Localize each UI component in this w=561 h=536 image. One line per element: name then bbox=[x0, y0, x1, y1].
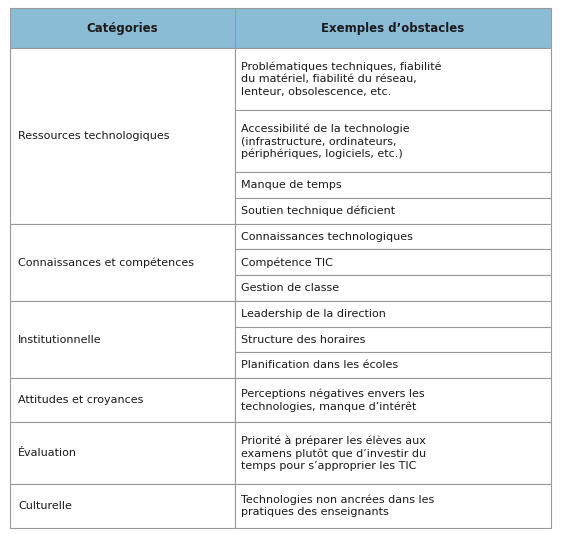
Bar bbox=[10, 224, 234, 301]
Bar bbox=[10, 484, 234, 528]
Bar bbox=[234, 326, 551, 352]
Text: Évaluation: Évaluation bbox=[18, 448, 77, 458]
Text: Soutien technique déficient: Soutien technique déficient bbox=[241, 206, 394, 216]
Text: Culturelle: Culturelle bbox=[18, 501, 72, 511]
Bar bbox=[10, 8, 234, 48]
Bar bbox=[234, 198, 551, 224]
Text: Structure des horaires: Structure des horaires bbox=[241, 334, 365, 345]
Text: Technologies non ancrées dans les
pratiques des enseignants: Technologies non ancrées dans les pratiq… bbox=[241, 495, 434, 517]
Bar bbox=[10, 422, 234, 484]
Text: Gestion de classe: Gestion de classe bbox=[241, 283, 339, 293]
Bar bbox=[234, 8, 551, 48]
Bar bbox=[234, 48, 551, 110]
Text: Accessibilité de la technologie
(infrastructure, ordinateurs,
périphériques, log: Accessibilité de la technologie (infrast… bbox=[241, 123, 409, 159]
Text: Planification dans les écoles: Planification dans les écoles bbox=[241, 360, 398, 370]
Text: Problématiques techniques, fiabilité
du matériel, fiabilité du réseau,
lenteur, : Problématiques techniques, fiabilité du … bbox=[241, 62, 441, 97]
Bar bbox=[234, 224, 551, 249]
Text: Manque de temps: Manque de temps bbox=[241, 180, 341, 190]
Bar bbox=[10, 301, 234, 378]
Bar bbox=[234, 378, 551, 422]
Text: Catégories: Catégories bbox=[86, 21, 158, 35]
Bar bbox=[234, 301, 551, 326]
Bar bbox=[10, 378, 234, 422]
Bar bbox=[234, 110, 551, 173]
Text: Connaissances et compétences: Connaissances et compétences bbox=[18, 257, 194, 267]
Text: Priorité à préparer les élèves aux
examens plutôt que d’investir du
temps pour s: Priorité à préparer les élèves aux exame… bbox=[241, 435, 426, 471]
Bar bbox=[234, 484, 551, 528]
Text: Leadership de la direction: Leadership de la direction bbox=[241, 309, 385, 319]
Text: Connaissances technologiques: Connaissances technologiques bbox=[241, 232, 412, 242]
Text: Institutionnelle: Institutionnelle bbox=[18, 334, 102, 345]
Text: Ressources technologiques: Ressources technologiques bbox=[18, 131, 169, 141]
Bar bbox=[234, 275, 551, 301]
Text: Attitudes et croyances: Attitudes et croyances bbox=[18, 395, 144, 405]
Bar bbox=[234, 422, 551, 484]
Bar bbox=[10, 48, 234, 224]
Text: Perceptions négatives envers les
technologies, manque d’intérêt: Perceptions négatives envers les technol… bbox=[241, 388, 424, 412]
Bar bbox=[234, 173, 551, 198]
Bar bbox=[234, 249, 551, 275]
Text: Compétence TIC: Compétence TIC bbox=[241, 257, 332, 267]
Bar bbox=[234, 352, 551, 378]
Text: Exemples d’obstacles: Exemples d’obstacles bbox=[321, 21, 465, 35]
